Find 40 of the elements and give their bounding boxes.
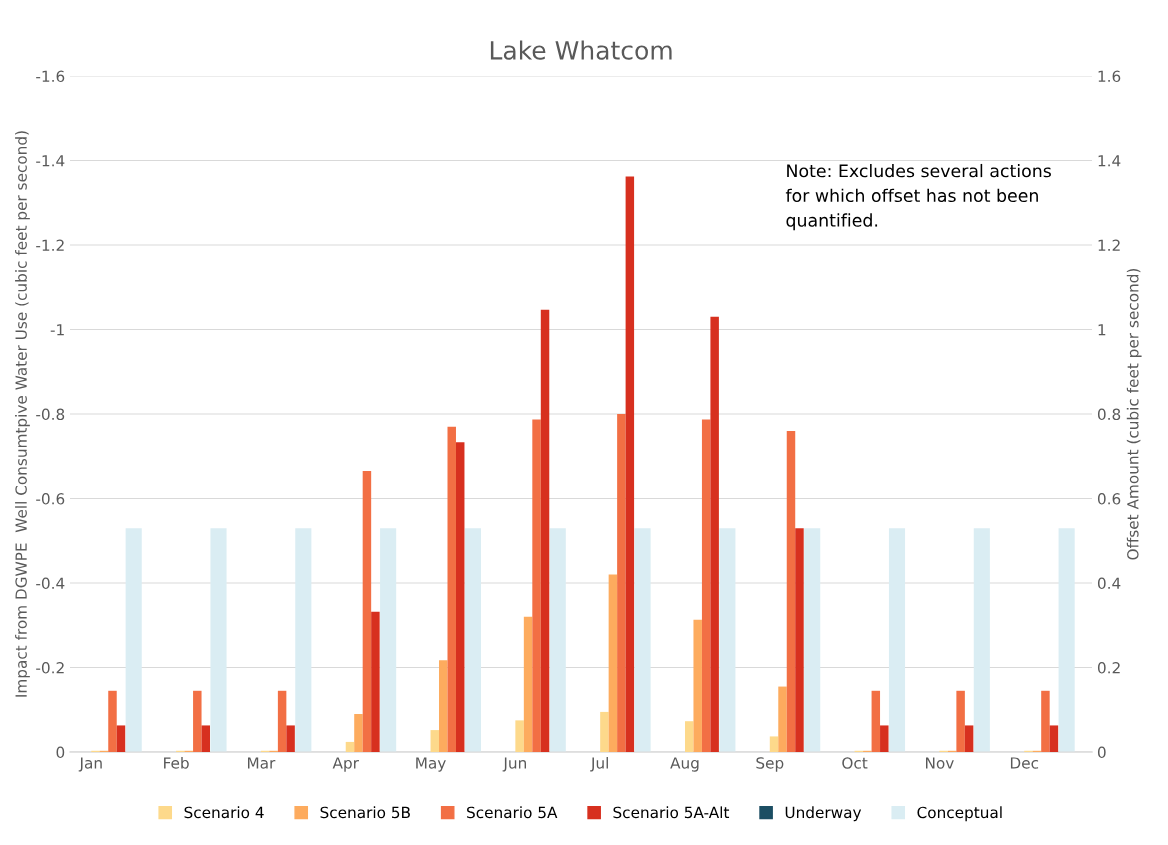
legend-label: Underway xyxy=(785,806,862,822)
y-tick-label: -0.2 xyxy=(36,662,64,674)
y-tick-label: -0.6 xyxy=(36,493,65,505)
y2-tick-label: 0.2 xyxy=(1097,662,1120,674)
x-tick-label: Feb xyxy=(164,756,189,769)
y-tick-label: -0.4 xyxy=(36,577,65,590)
y2-tick-label: 1 xyxy=(1098,324,1106,336)
x-tick-label: May xyxy=(416,757,446,772)
y-tick-label: -1.2 xyxy=(36,239,64,251)
chart-title: Lake Whatcom xyxy=(490,40,672,60)
y2-tick-label: 0.8 xyxy=(1097,408,1121,421)
y2-tick-label: 1.6 xyxy=(1098,70,1121,83)
x-tick-label: Sep xyxy=(756,757,784,772)
legend-label: Scenario 5B xyxy=(320,806,410,819)
x-tick-label: Jan xyxy=(78,757,102,772)
x-tick-label: Jul xyxy=(590,756,608,772)
y-axis-title: Impact from DGWPE Well Consumtpive Water Use (cubic feet per second) xyxy=(15,131,30,697)
x-tick-label: Jun xyxy=(502,757,526,772)
legend-label: Conceptual xyxy=(917,806,1002,822)
y2-tick-label: 0 xyxy=(1097,746,1106,759)
legend-label: Scenario 5A-Alt xyxy=(613,806,730,819)
y-tick-label: -1 xyxy=(50,324,64,336)
y2-tick-label: 0.4 xyxy=(1097,577,1121,590)
legend-label: Scenario 4 xyxy=(184,806,264,819)
x-tick-label: Apr xyxy=(332,757,359,772)
y2-axis-title: Offset Amount (cubic feet per second) xyxy=(1126,268,1142,560)
y2-tick-label: 1.2 xyxy=(1098,239,1120,251)
x-tick-label: Aug xyxy=(670,757,699,772)
x-tick-label: Oct xyxy=(842,757,868,769)
y-tick-label: -1.6 xyxy=(36,70,65,83)
y2-tick-label: 0.6 xyxy=(1097,493,1121,505)
y-tick-label: -1.4 xyxy=(36,155,65,167)
x-tick-label: Nov xyxy=(926,757,954,769)
annotation: Note: Excludes several actions for which offset has not been quantified. xyxy=(785,163,1051,231)
y-tick-label: -0.8 xyxy=(36,408,65,421)
x-tick-label: Mar xyxy=(248,757,276,769)
y-tick-label: 0 xyxy=(56,746,65,759)
legend-label: Scenario 5A xyxy=(467,806,558,819)
y2-tick-label: 1.4 xyxy=(1098,155,1121,167)
x-tick-label: Dec xyxy=(1010,757,1039,769)
